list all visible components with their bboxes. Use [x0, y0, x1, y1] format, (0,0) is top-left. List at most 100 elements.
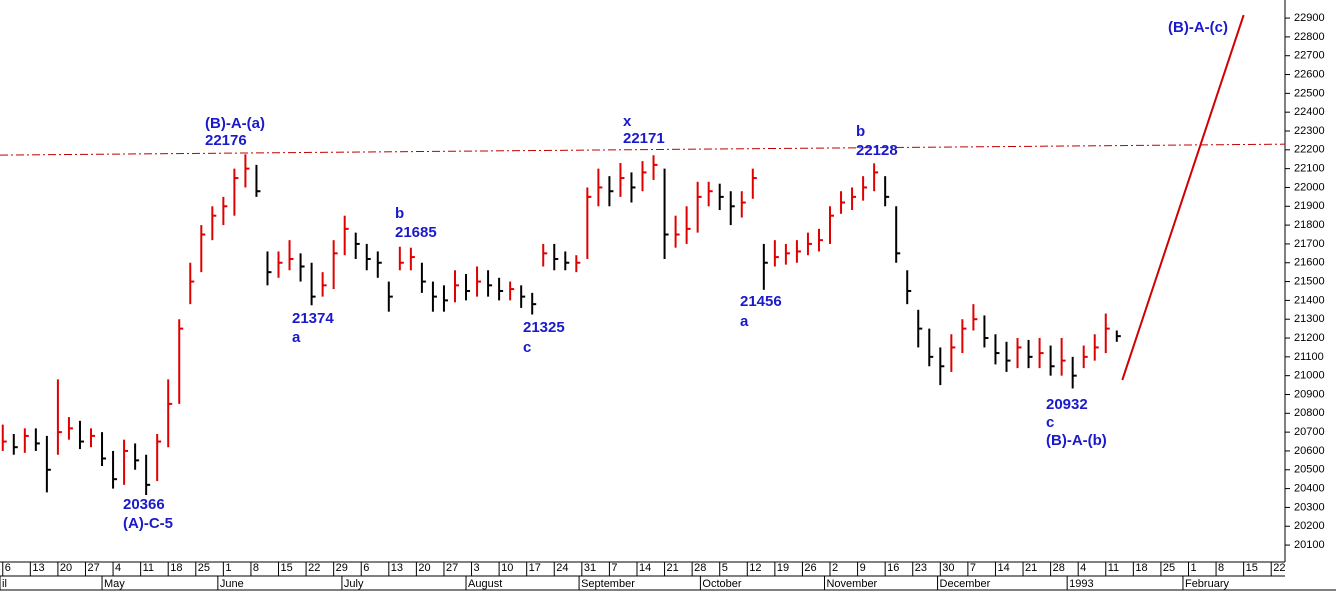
x-tick-label: 25 [198, 562, 210, 574]
resistance [0, 143, 1286, 156]
annotation: (B)-A-(b) [1046, 432, 1107, 449]
annotation: b [395, 205, 404, 222]
x-tick-label: 27 [87, 562, 99, 574]
x-tick-label: 18 [170, 562, 182, 574]
x-tick-label: 11 [143, 562, 154, 574]
y-tick-label: 21000 [1294, 370, 1325, 382]
annotation: 22171 [623, 130, 665, 147]
y-tick-label: 21700 [1294, 238, 1325, 250]
x-tick-label: 22 [1273, 562, 1285, 574]
month-label: February [1185, 578, 1230, 590]
x-tick-label: 11 [1108, 562, 1119, 574]
trendline [1121, 14, 1245, 381]
x-tick-label: 17 [529, 562, 541, 574]
y-tick-label: 21900 [1294, 200, 1325, 212]
x-tick-label: 27 [446, 562, 458, 574]
x-tick-label: 13 [391, 562, 403, 574]
x-tick-label: 6 [5, 562, 11, 574]
y-tick-label: 20700 [1294, 426, 1325, 438]
annotation: 20366 [123, 496, 165, 513]
x-tick-label: 8 [253, 562, 259, 574]
x-tick-label: 26 [804, 562, 816, 574]
x-tick-label: 7 [970, 562, 976, 574]
y-tick-label: 21400 [1294, 294, 1325, 306]
x-tick-label: 25 [1163, 562, 1175, 574]
y-tick-label: 22800 [1294, 31, 1325, 43]
annotation: c [1046, 414, 1054, 431]
x-tick-label: 5 [722, 562, 728, 574]
y-tick-label: 22700 [1294, 50, 1325, 62]
annotation: b [856, 123, 865, 140]
x-tick-label: 6 [363, 562, 369, 574]
x-tick-label: 18 [1135, 562, 1147, 574]
y-tick-label: 22600 [1294, 68, 1325, 80]
y-tick-label: 22300 [1294, 125, 1325, 137]
month-label: October [702, 578, 741, 590]
x-tick-label: 15 [281, 562, 293, 574]
x-tick-label: 14 [639, 562, 651, 574]
month-label: 1993 [1069, 578, 1093, 590]
x-tick-label: 8 [1218, 562, 1224, 574]
y-tick-label: 21200 [1294, 332, 1325, 344]
x-tick-label: 1 [1190, 562, 1196, 574]
y-tick-label: 22400 [1294, 106, 1325, 118]
y-tick-label: 22900 [1294, 12, 1325, 24]
annotation: 22176 [205, 132, 247, 149]
x-tick-label: 28 [694, 562, 706, 574]
x-tick-label: 28 [1053, 562, 1065, 574]
x-tick-label: 24 [556, 562, 568, 574]
x-tick-label: 7 [611, 562, 617, 574]
x-tick-label: 10 [501, 562, 513, 574]
x-tick-label: 16 [887, 562, 899, 574]
y-tick-label: 22200 [1294, 144, 1325, 156]
x-tick-label: 23 [915, 562, 927, 574]
annotation: (B)-A-(a) [205, 115, 265, 132]
x-tick-label: 31 [584, 562, 596, 574]
month-label: November [826, 578, 877, 590]
annotation: c [523, 339, 531, 356]
y-tick-label: 22100 [1294, 163, 1325, 175]
y-tick-label: 21300 [1294, 313, 1325, 325]
x-tick-label: 2 [832, 562, 838, 574]
x-tick-label: 4 [115, 562, 121, 574]
month-label: June [220, 578, 244, 590]
annotation: x [623, 113, 632, 130]
annotation: 20932 [1046, 396, 1088, 413]
y-tick-label: 21100 [1294, 351, 1324, 363]
month-label: May [104, 578, 125, 590]
annotation: a [740, 313, 749, 330]
annotation: (A)-C-5 [123, 515, 173, 532]
annotation: 21685 [395, 224, 437, 241]
y-tick-label: 20800 [1294, 407, 1325, 419]
x-tick-label: 1 [225, 562, 231, 574]
x-tick-label: 13 [32, 562, 44, 574]
annotation: 21374 [292, 310, 334, 327]
x-tick-label: 3 [474, 562, 480, 574]
month-label: September [581, 578, 635, 590]
x-tick-label: 9 [860, 562, 866, 574]
x-tick-label: 30 [942, 562, 954, 574]
y-tick-label: 21500 [1294, 275, 1325, 287]
y-tick-label: 20600 [1294, 445, 1325, 457]
x-tick-label: 20 [418, 562, 430, 574]
x-tick-label: 19 [777, 562, 789, 574]
x-tick-label: 20 [60, 562, 72, 574]
x-tick-label: 22 [308, 562, 320, 574]
annotation: 22128 [856, 142, 898, 159]
annotation: a [292, 329, 301, 346]
month-label: il [2, 578, 7, 590]
month-label: August [468, 578, 502, 590]
month-label: July [344, 578, 364, 590]
x-tick-label: 4 [1080, 562, 1086, 574]
y-tick-label: 22500 [1294, 87, 1325, 99]
y-tick-label: 20400 [1294, 483, 1325, 495]
y-tick-label: 21600 [1294, 257, 1325, 269]
y-tick-label: 22000 [1294, 181, 1325, 193]
x-tick-label: 15 [1246, 562, 1258, 574]
x-tick-label: 12 [749, 562, 761, 574]
y-tick-label: 20200 [1294, 520, 1325, 532]
y-tick-label: 20500 [1294, 464, 1325, 476]
y-tick-label: 21800 [1294, 219, 1325, 231]
x-tick-label: 21 [667, 562, 679, 574]
